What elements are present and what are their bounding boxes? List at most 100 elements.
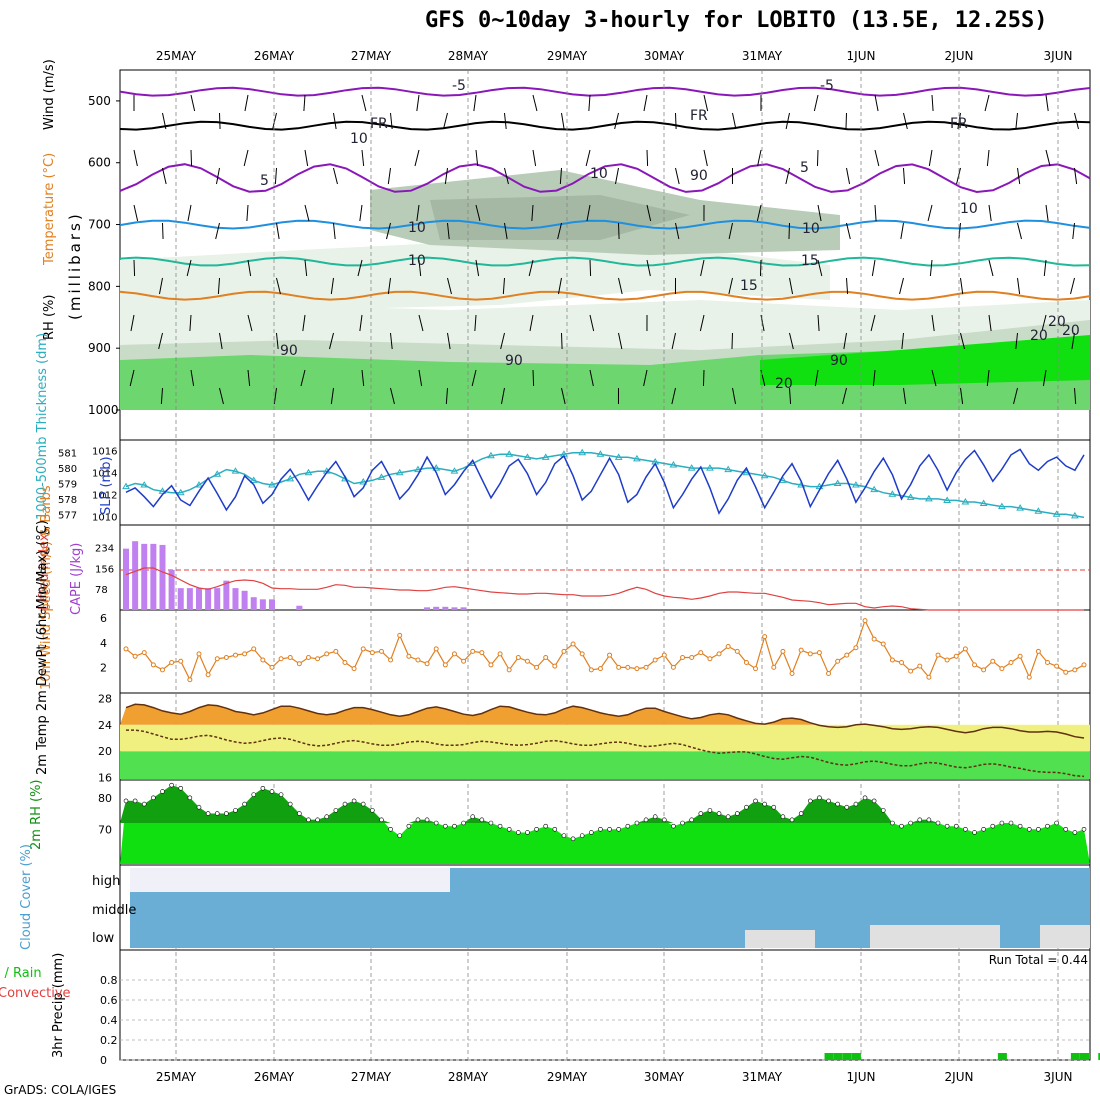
cape-bar — [451, 607, 458, 610]
wind-barb — [158, 332, 163, 350]
wind-speed-point — [670, 664, 676, 670]
wind-barb — [874, 204, 877, 222]
wind-barb — [219, 387, 224, 405]
wind-barb — [816, 149, 819, 167]
thickness-point — [249, 476, 258, 483]
rh-point — [1054, 820, 1059, 826]
wind-barb — [272, 112, 277, 130]
wind-barb — [988, 314, 992, 332]
li-tick-label: 3 — [40, 586, 46, 597]
wind-speed-point — [424, 661, 430, 667]
cape-bar — [150, 543, 157, 610]
pressure-tick-label: 1000 — [88, 403, 119, 417]
rh-tick-label: 70 — [98, 823, 112, 836]
wind-speed-point — [406, 653, 412, 659]
wind-barb — [931, 369, 937, 387]
wind-speed-point — [397, 632, 403, 638]
rh-point — [1008, 820, 1014, 826]
wind-speed-point — [223, 655, 229, 661]
rh-point — [625, 823, 631, 829]
wind-barb — [675, 167, 680, 185]
cloud-tick-label: low — [92, 931, 115, 946]
panel-frame-7 — [119, 949, 1091, 1061]
wind-barb — [447, 277, 452, 295]
cape-bar — [268, 599, 275, 610]
wind-speed-point — [853, 645, 859, 651]
thickness-point — [377, 473, 386, 480]
cape-bar — [250, 597, 257, 610]
wind-barb — [447, 332, 451, 350]
rh-point — [999, 820, 1005, 826]
wind-barb — [303, 94, 306, 112]
wind-speed-point — [150, 662, 156, 668]
wind-speed-point — [187, 677, 193, 683]
rh-point — [360, 801, 366, 807]
wind-speed-point — [944, 657, 950, 663]
pressure-tick-label: 500 — [88, 94, 111, 108]
wind-speed-point — [543, 655, 549, 661]
thickness-point — [998, 502, 1006, 510]
wind-barb — [558, 277, 562, 295]
rh-point — [488, 820, 494, 826]
wind-speed-point — [534, 664, 540, 670]
footer-credit: GrADS: COLA/IGES — [4, 1083, 117, 1097]
wind-speed-point — [278, 656, 284, 662]
rh-point — [570, 836, 576, 842]
thickness-point — [140, 481, 149, 488]
wind-barb — [1017, 167, 1021, 185]
isotherm-10 — [119, 219, 1091, 230]
wind-speed-point — [634, 666, 640, 672]
cape-bar — [159, 544, 166, 610]
wind-speed-point — [552, 663, 558, 669]
cloud-ylabel: Cloud Cover (%) — [19, 844, 34, 950]
wind-speed-point — [524, 658, 530, 664]
rh-point — [1063, 827, 1069, 832]
wind-barb — [788, 222, 790, 240]
wind-speed-point — [807, 651, 813, 657]
wind-speed-point — [680, 655, 686, 661]
wind-speed-point — [141, 650, 147, 656]
wind-barb — [646, 204, 652, 222]
wind-speed-point — [1045, 659, 1051, 665]
wind-barb — [300, 369, 306, 387]
wind-barb — [532, 94, 538, 112]
cape-bar — [223, 580, 230, 610]
slp-tick-label: 1016 — [92, 447, 117, 458]
rh-point — [297, 811, 302, 816]
wind-speed-point — [588, 667, 594, 673]
thickness-point — [925, 494, 933, 502]
contour-label: 10 — [802, 221, 820, 237]
thickness-point — [888, 490, 897, 497]
wind-barb — [559, 167, 562, 185]
wind-speed-point — [196, 651, 202, 657]
wind-barb — [615, 167, 619, 185]
wind-barb — [759, 259, 762, 277]
run-total-label: Run Total = 0.44 — [989, 953, 1088, 967]
wind-barb — [785, 112, 790, 130]
contour-label: 15 — [740, 278, 758, 294]
rh-point — [196, 804, 202, 810]
wind-barb — [870, 314, 876, 332]
rh-point — [169, 782, 174, 788]
wind-speed-point — [470, 648, 476, 654]
wind-barb — [302, 314, 306, 332]
wind-speed-point — [132, 653, 138, 659]
wind-speed-point — [981, 667, 987, 673]
day-label-top: 26MAY — [254, 49, 295, 63]
rh-point — [1036, 827, 1041, 832]
rh-point — [151, 795, 156, 801]
cape-bar — [296, 605, 303, 610]
thickness-tick-label: 580 — [58, 464, 77, 475]
slp-tick-label: 1010 — [92, 513, 117, 524]
wind-barb — [931, 314, 935, 332]
wind-barb — [589, 314, 595, 332]
rh-point — [506, 827, 512, 832]
rh-point — [589, 830, 594, 835]
wind-barb — [359, 204, 363, 222]
wind-barb — [532, 149, 537, 167]
isotherm-5 — [119, 163, 1091, 194]
thickness-point — [760, 471, 769, 479]
wind-barb — [186, 259, 192, 277]
contour-label: 20 — [1030, 328, 1048, 344]
wind-speed-point — [917, 663, 923, 669]
